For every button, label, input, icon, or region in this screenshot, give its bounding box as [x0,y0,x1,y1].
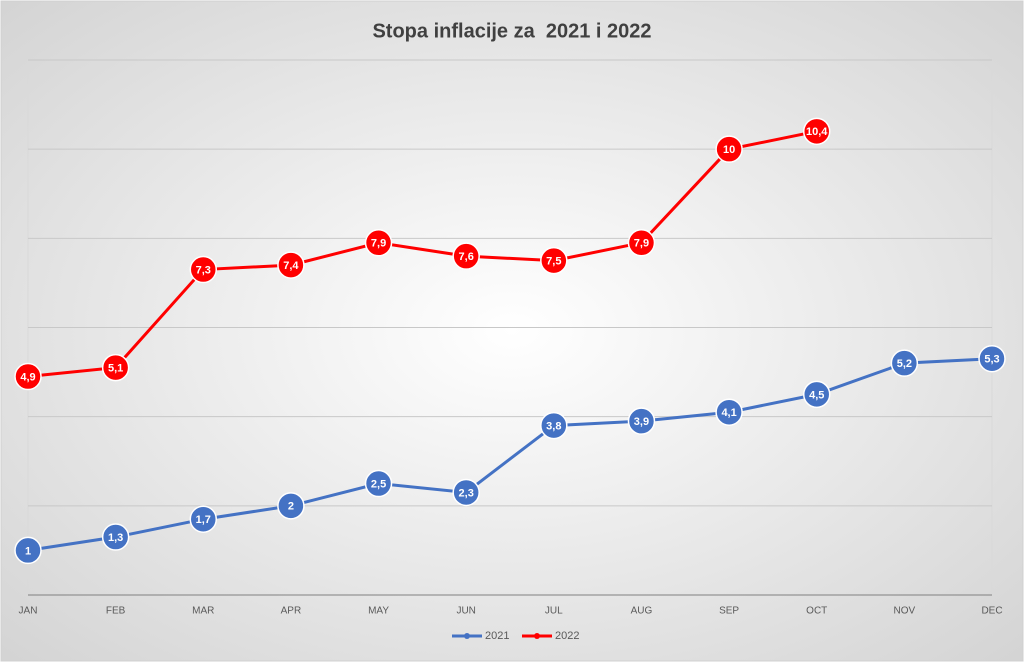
point-marker [452,242,480,270]
point-marker [14,536,42,565]
point-marker [101,353,130,382]
point-marker [715,135,743,163]
data-label: 1,3 [108,532,123,544]
x-tick-label: JAN [19,606,38,617]
point-marker [452,478,480,507]
data-label: 10,4 [806,126,828,138]
data-label: 1 [25,545,31,557]
x-tick-label: AUG [631,606,653,617]
data-label: 4,5 [809,389,824,401]
point-marker [364,229,393,257]
x-tick-label: JUL [545,606,563,617]
point-marker [802,117,831,146]
x-tick-label: DEC [981,606,1002,617]
x-tick-label: OCT [806,606,827,617]
point-marker [802,380,831,409]
series-line [27,357,993,552]
data-label: 1,7 [196,514,211,526]
point-marker [890,349,919,377]
data-label: 2 [288,501,294,513]
point-marker [189,505,218,533]
point-marker [715,398,743,426]
legend-marker [464,633,470,639]
legend-marker [534,633,540,639]
data-label: 7,4 [283,260,299,272]
data-label: 4,1 [721,407,736,419]
point-marker [540,411,568,440]
data-label: 7,5 [546,256,561,268]
data-label: 10 [723,144,735,156]
data-label: 3,8 [546,420,561,432]
data-label: 5,1 [108,363,123,375]
point-marker [627,407,656,435]
point-marker [101,523,130,551]
x-tick-label: MAR [192,606,214,617]
data-label: 7,9 [634,238,649,250]
point-marker [14,362,42,391]
chart-title: Stopa inflacije za 2021 i 2022 [372,20,651,42]
legend-label: 2021 [485,630,509,642]
point-marker [277,251,305,279]
point-marker [277,492,305,520]
data-label: 4,9 [20,371,35,383]
data-label: 5,2 [897,358,912,370]
x-tick-label: FEB [106,606,126,617]
point-marker [540,246,568,275]
x-tick-label: JUN [456,606,475,617]
legend-label: 2022 [555,630,579,642]
point-marker [627,229,656,257]
data-label: 5,3 [984,354,999,366]
x-tick-label: SEP [719,606,739,617]
data-label: 7,6 [459,251,474,263]
data-label: 2,3 [459,487,474,499]
x-tick-label: NOV [894,606,916,617]
point-marker [189,255,218,284]
point-marker [364,469,393,498]
x-tick-label: MAY [368,606,389,617]
data-label: 7,3 [196,264,211,276]
data-label: 3,9 [634,416,649,428]
x-tick-label: APR [281,606,302,617]
point-marker [978,344,1006,373]
data-label: 7,9 [371,238,386,250]
data-label: 2,5 [371,478,386,490]
series-line [27,129,818,379]
